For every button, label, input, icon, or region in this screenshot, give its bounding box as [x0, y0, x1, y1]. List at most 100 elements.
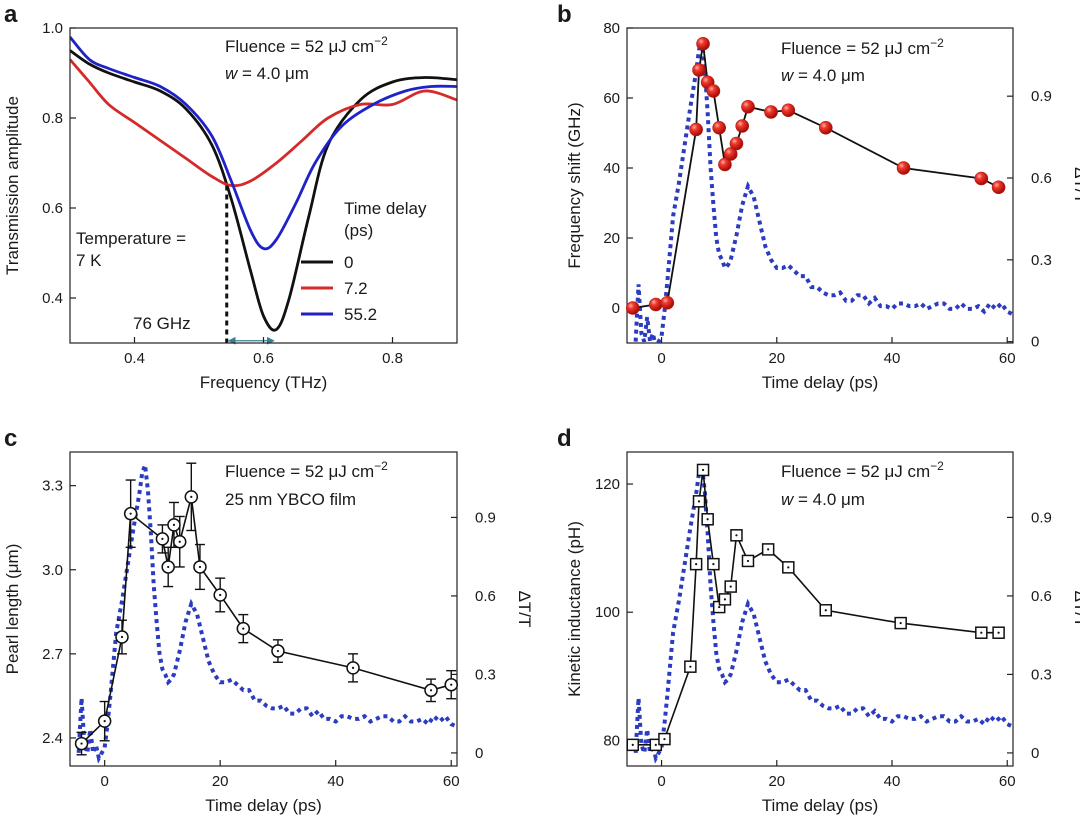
- frequency-shift-point: [712, 120, 726, 135]
- kinetic-inductance-line: [632, 469, 999, 746]
- panel-c: c 0 20 40 60 2.4 2.7 3.0 3.3 Time delay (ps) Pear…: [3, 425, 534, 815]
- panel-a: a 0.4 0.6 0.8 0.4 0.6 0.8 1.0 Frequency (THz) Tr…: [3, 1, 458, 392]
- y-tick-label: 80: [603, 20, 620, 37]
- x-axis-label: Time delay (ps): [762, 796, 879, 815]
- y2-axis-label: ΔT/T: [515, 591, 534, 628]
- kinetic-inductance-point-center: [697, 500, 701, 503]
- x-tick-label: 20: [212, 773, 229, 790]
- frequency-shift-point: [692, 63, 706, 77]
- x-tick-label: 60: [999, 350, 1016, 367]
- y2-tick-label: 0.3: [1031, 252, 1052, 269]
- x-tick-label: 0: [100, 773, 108, 790]
- kinetic-inductance-point-center: [767, 548, 770, 551]
- pearl-length-point-center: [161, 537, 164, 541]
- panel-c-plot: 0 20 40 60 2.4 2.7 3.0 3.3 Time delay (ps) Pearl …: [3, 451, 534, 815]
- y2-tick-label: 0.9: [1031, 88, 1052, 105]
- x-tick-label: 60: [443, 773, 460, 790]
- y-tick-label: 120: [595, 476, 620, 493]
- panel-c-fluence: Fluence = 52 μJ cm−2: [225, 459, 388, 481]
- legend-entry: 0: [344, 253, 353, 272]
- pearl-length-point-center: [429, 689, 433, 692]
- frequency-shift-point: [729, 136, 744, 151]
- panel-a-legend-title: Time delay: [344, 199, 427, 218]
- frequency-shift-point: [741, 99, 755, 114]
- panel-b-width: w = 4.0 μm: [781, 66, 865, 85]
- kinetic-inductance-point-center: [689, 665, 692, 668]
- y2-tick-label: 0: [475, 745, 483, 762]
- pearl-length-point-center: [242, 627, 245, 630]
- frequency-shift-point: [735, 119, 750, 133]
- kinetic-inductance-point-center: [899, 621, 902, 625]
- pearl-length-point-center: [351, 666, 355, 669]
- kinetic-inductance-point-center: [980, 631, 983, 634]
- panel-b: b 0 20 40 60 0 20 40 60 80 Time delay (ps) Frequen…: [557, 1, 1080, 392]
- panel-d: d 0 20 40 60 80 100 120 Time delay (ps) Kinetic …: [557, 425, 1080, 815]
- x-tick-label: 60: [999, 773, 1016, 790]
- y2-tick-label: 0.9: [1031, 509, 1052, 526]
- frequency-shift-point: [974, 171, 989, 186]
- frequency-shift-point: [696, 36, 710, 51]
- frequency-shift-point: [689, 122, 703, 137]
- y-axis-label: Transmission amplitude: [3, 96, 22, 275]
- y-tick-label: 0.4: [42, 290, 63, 307]
- kinetic-inductance-point-center: [695, 563, 698, 566]
- y-tick-label: 100: [595, 604, 620, 621]
- kinetic-inductance-point-center: [706, 518, 709, 521]
- panel-a-legend: 0 7.2 55.2: [301, 253, 377, 324]
- y-axis-label: Kinetic inductance (pH): [565, 521, 584, 697]
- kinetic-inductance-point-center: [787, 566, 790, 569]
- panel-a-plot: 0.4 0.6 0.8 0.4 0.6 0.8 1.0 Frequency (THz) Tran…: [3, 20, 458, 392]
- x-tick-label: 0.6: [253, 350, 274, 367]
- pearl-length-line: [80, 496, 452, 745]
- plot-frame: [626, 27, 1014, 344]
- x-axis-label: Frequency (THz): [200, 373, 328, 392]
- x-tick-label: 20: [768, 350, 785, 367]
- x-tick-label: 20: [768, 773, 785, 790]
- frequency-shift-point: [660, 295, 675, 310]
- y-tick-label: 20: [603, 230, 620, 247]
- kinetic-inductance-point-center: [712, 563, 715, 566]
- panel-a-fluence: Fluence = 52 μJ cm−2: [225, 34, 388, 56]
- y-tick-label: 3.3: [42, 478, 63, 495]
- dT-T-dotted-series: [633, 40, 1013, 343]
- panel-c-film: 25 nm YBCO film: [225, 490, 356, 509]
- frequency-shift-point: [649, 297, 663, 312]
- panel-d-width: w = 4.0 μm: [781, 490, 865, 509]
- frequency-shift-point: [764, 105, 778, 119]
- y2-tick-label: 0.6: [1031, 170, 1052, 187]
- y2-tick-label: 0: [1031, 334, 1039, 351]
- x-tick-label: 0: [657, 350, 665, 367]
- panel-d-fluence: Fluence = 52 μJ cm−2: [781, 459, 944, 481]
- transmission-curve-black: [70, 49, 457, 332]
- y2-axis-label: ΔT/T: [1071, 167, 1080, 204]
- y2-tick-label: 0.3: [475, 666, 496, 683]
- panel-a-letter: a: [4, 1, 18, 28]
- frequency-shift-point: [718, 157, 732, 172]
- plot-frame: [69, 451, 458, 767]
- y-tick-label: 60: [603, 90, 620, 107]
- frequency-shift-point: [896, 161, 911, 175]
- pearl-length-point-center: [167, 565, 170, 569]
- y-tick-label: 40: [603, 160, 620, 177]
- pearl-length-point-center: [190, 495, 193, 498]
- pearl-length-point-center: [198, 565, 202, 569]
- panel-d-letter: d: [557, 425, 572, 452]
- y-tick-label: 0.6: [42, 200, 63, 217]
- y-axis-label: Frequency shift (GHz): [565, 102, 584, 268]
- y-tick-label: 0: [612, 300, 620, 317]
- legend-entry: 7.2: [344, 279, 368, 298]
- y2-axis-label: ΔT/T: [1071, 591, 1080, 628]
- x-tick-label: 40: [327, 773, 344, 790]
- kinetic-inductance-point-center: [631, 743, 634, 746]
- y-tick-label: 3.0: [42, 562, 63, 579]
- y2-tick-label: 0.6: [475, 588, 496, 605]
- kinetic-inductance-point-center: [723, 598, 727, 601]
- panel-d-plot: 0 20 40 60 80 100 120 Time delay (ps) Kinetic in…: [565, 451, 1080, 815]
- dT-T-dotted-series: [633, 464, 1013, 764]
- x-tick-label: 40: [884, 773, 901, 790]
- pearl-length-point-center: [219, 593, 222, 597]
- pearl-length-point-center: [276, 649, 280, 653]
- panel-b-plot: 0 20 40 60 0 20 40 60 80 Time delay (ps) Frequency…: [565, 20, 1080, 392]
- panel-b-fluence: Fluence = 52 μJ cm−2: [781, 36, 944, 58]
- legend-entry: 55.2: [344, 305, 377, 324]
